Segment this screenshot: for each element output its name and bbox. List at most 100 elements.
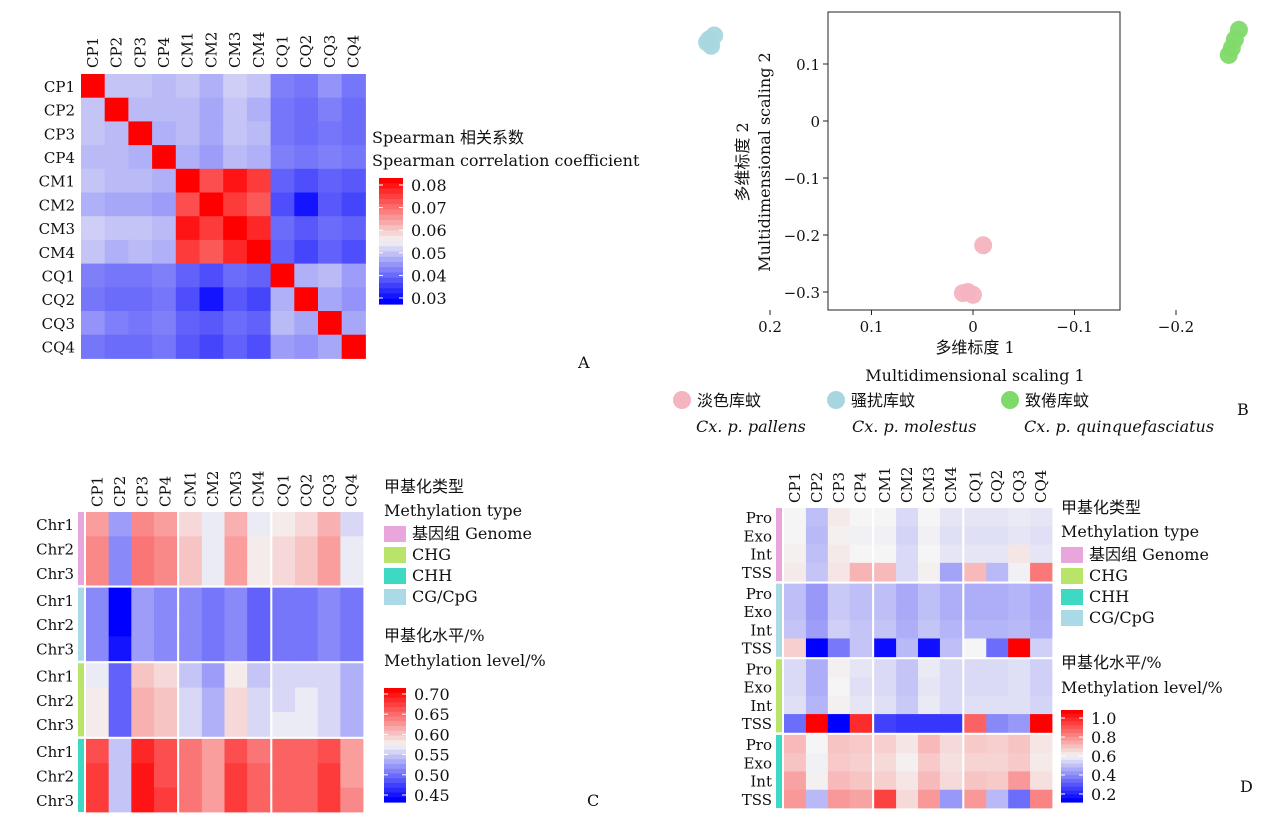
c-colorbar-label: 0.50 (414, 766, 450, 785)
heatmap-cell (896, 659, 919, 678)
heatmap-cell (964, 695, 987, 715)
heatmap-cell (1030, 508, 1053, 527)
heatmap-cell (131, 636, 155, 662)
heatmap-cell (874, 695, 897, 715)
heatmap-cell (874, 508, 897, 527)
heatmap-cell (1030, 601, 1053, 621)
heatmap-cell (152, 263, 177, 288)
heatmap-cell (896, 753, 919, 772)
heatmap-cell (784, 659, 807, 678)
heatmap-cell (179, 712, 203, 737)
heatmap-cell (784, 677, 807, 697)
heatmap-cell (317, 536, 341, 562)
heatmap-cell (918, 789, 941, 809)
heatmap-cell (272, 612, 296, 637)
row-label: TSS (742, 564, 772, 582)
heatmap-cell (179, 738, 203, 764)
a-colorbar-segment (379, 262, 403, 268)
d-colorbar-label: 0.8 (1091, 728, 1116, 747)
heatmap-cell (152, 97, 177, 122)
heatmap-cell (270, 311, 295, 336)
heatmap-cell (341, 334, 366, 359)
legend-title: Spearman correlation coefficient (372, 151, 640, 170)
heatmap-cell (199, 74, 224, 99)
heatmap-cell (128, 192, 153, 217)
heatmap-cell (827, 695, 851, 715)
heatmap-cell (294, 311, 319, 336)
heatmap-cell (784, 620, 807, 639)
heatmap-cell (104, 263, 129, 288)
heatmap-cell (179, 587, 203, 613)
heatmap-cell (224, 560, 248, 586)
heatmap-cell (1008, 562, 1031, 582)
heatmap-cell (128, 263, 153, 288)
heatmap-cell (179, 636, 203, 662)
heatmap-cell (86, 587, 110, 613)
heatmap-cell (849, 677, 873, 697)
heatmap-cell (918, 771, 941, 791)
heatmap-cell (918, 695, 941, 715)
heatmap-cell (1030, 620, 1053, 639)
legend-label: CHH (412, 566, 452, 585)
heatmap-cell (108, 687, 132, 713)
heatmap-cell (81, 311, 106, 336)
heatmap-cell (986, 753, 1009, 772)
heatmap-cell (154, 687, 178, 713)
row-label: Chr1 (36, 667, 74, 685)
x-axis-label: 多维标度 1 (935, 338, 1014, 357)
heatmap-cell (270, 145, 295, 170)
c-colorbar-segment (384, 787, 406, 794)
legend-swatch (384, 526, 406, 542)
heatmap-cell (918, 601, 941, 621)
heatmap-cell (1030, 638, 1053, 658)
heatmap-cell (294, 334, 319, 359)
heatmap-cell (128, 121, 153, 146)
heatmap-cell (81, 145, 106, 170)
col-label: CP1 (88, 476, 106, 507)
d-colorbar-label: 0.4 (1091, 766, 1116, 785)
heatmap-cell (223, 97, 248, 122)
heatmap-cell (827, 789, 851, 809)
heatmap-cell (201, 636, 225, 662)
heatmap-cell (272, 560, 296, 586)
heatmap-cell (1008, 771, 1031, 791)
heatmap-cell (986, 583, 1009, 603)
d-colorbar-segment (1061, 725, 1083, 730)
heatmap-cell (154, 587, 178, 613)
heatmap-cell (827, 753, 851, 772)
row-label: CQ2 (42, 291, 75, 309)
a-colorbar-label: 0.03 (411, 289, 447, 308)
heatmap-cell (223, 287, 248, 312)
heatmap-cell (86, 663, 110, 689)
a-colorbar-segment (379, 225, 403, 232)
heatmap-cell (108, 560, 132, 586)
heatmap-cell (827, 734, 851, 754)
heatmap-cell (340, 587, 364, 613)
col-label: CM4 (942, 467, 960, 503)
d-colorbar-label: 0.2 (1091, 785, 1116, 804)
heatmap-cell (317, 587, 341, 613)
row-label: CQ3 (42, 315, 75, 333)
heatmap-cell (341, 192, 366, 217)
heatmap-cell (1008, 695, 1031, 715)
heatmap-cell (317, 763, 341, 789)
heatmap-cell (805, 771, 829, 791)
heatmap-cell (199, 192, 224, 217)
col-label: CM3 (226, 32, 244, 68)
row-label: Chr3 (36, 792, 74, 810)
heatmap-cell (827, 526, 851, 545)
d-colorbar-segment (1061, 748, 1083, 753)
heatmap-cell (86, 787, 110, 813)
heatmap-cell (179, 787, 203, 813)
row-label: CM3 (39, 220, 75, 238)
heatmap-cell (108, 712, 132, 737)
a-colorbar-segment (379, 193, 403, 200)
c-colorbar-segment (384, 726, 406, 732)
heatmap-cell (108, 612, 132, 637)
heatmap-cell (86, 687, 110, 713)
legend-title: Spearman 相关系数 (372, 128, 524, 147)
panel-d: ProExoIntTSSProExoIntTSSProExoIntTSSProE… (742, 467, 1253, 809)
heatmap-cell (918, 753, 941, 772)
row-label: CP4 (44, 149, 75, 167)
col-label: CP3 (830, 472, 848, 503)
